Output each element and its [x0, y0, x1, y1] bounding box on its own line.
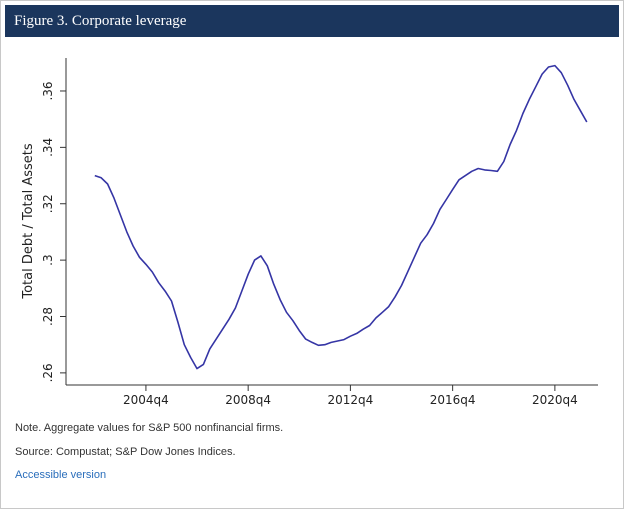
note: Note. Aggregate values for S&P 500 nonfi… [15, 422, 283, 434]
y-tick-label: .3 [41, 254, 55, 265]
y-axis-title: Total Debt / Total Assets [21, 143, 36, 300]
x-tick-label: 2008q4 [225, 393, 271, 407]
y-tick-label: .32 [41, 194, 55, 213]
chart-title: Figure 3. Corporate leverage [14, 13, 187, 29]
x-tick-label: 2016q4 [430, 393, 476, 407]
y-tick-label: .28 [41, 307, 55, 326]
header-bar [5, 5, 619, 37]
y-tick-label: .36 [41, 81, 55, 100]
source: Source: Compustat; S&P Dow Jones Indices… [15, 446, 236, 458]
accessible-link[interactable]: Accessible version [15, 469, 106, 481]
y-tick-label: .34 [41, 138, 55, 157]
x-tick-label: 2012q4 [328, 393, 374, 407]
x-tick-label: 2004q4 [123, 393, 169, 407]
y-tick-label: .26 [41, 363, 55, 382]
data-line [94, 64, 588, 370]
x-tick-label: 2020q4 [532, 393, 578, 407]
